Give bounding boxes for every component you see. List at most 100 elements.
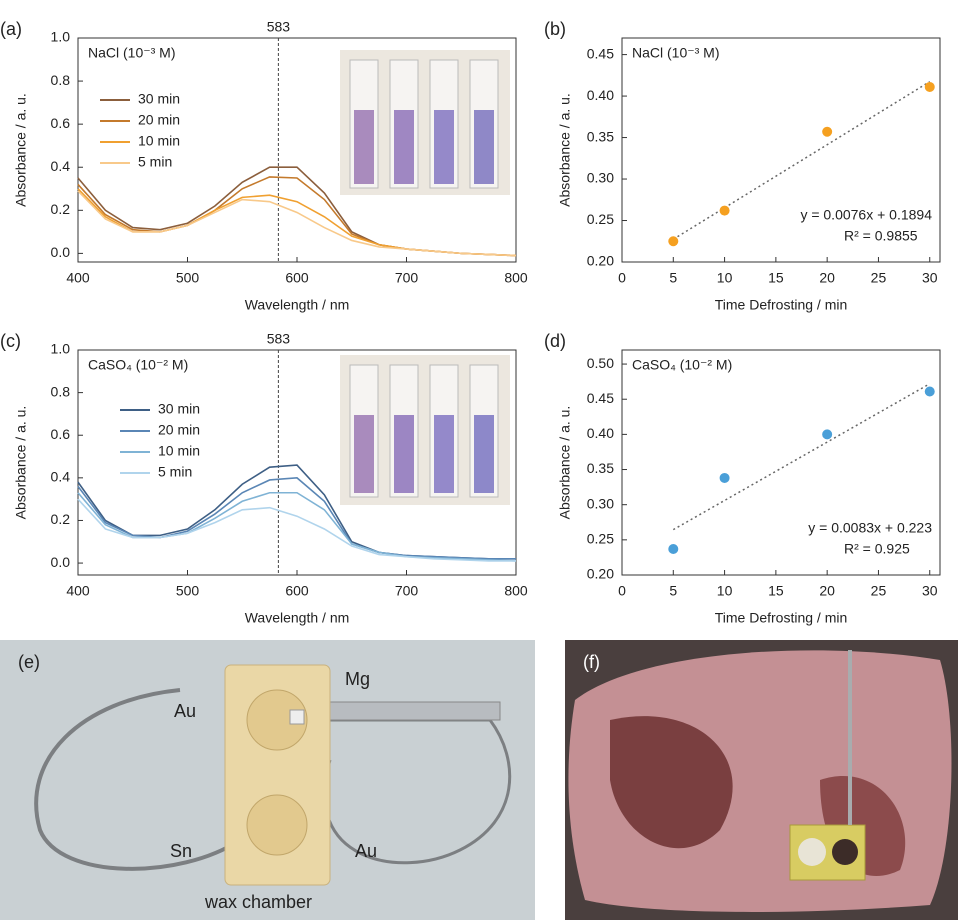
x-axis-label: Time Defrosting / min <box>715 610 848 626</box>
y-tick-label: 1.0 <box>51 341 71 357</box>
y-tick-label: 0.30 <box>587 170 614 186</box>
meat-photo: (f) <box>565 640 958 920</box>
legend-label: 5 min <box>158 464 192 480</box>
y-axis-label: Absorbance / a. u. <box>557 93 573 207</box>
y-tick-label: 0.2 <box>51 201 71 217</box>
y-tick-label: 0.45 <box>587 45 614 61</box>
y-tick-label: 0.35 <box>587 128 614 144</box>
x-axis-label: Wavelength / nm <box>245 610 350 626</box>
legend-label: 30 min <box>158 401 200 417</box>
point <box>719 472 730 483</box>
photo-label: Mg <box>345 669 370 689</box>
y-tick-label: 0.50 <box>587 355 614 371</box>
y-tick-label: 0.4 <box>51 469 71 485</box>
x-tick-label: 25 <box>871 583 887 599</box>
point <box>668 236 679 247</box>
y-tick-label: 0.40 <box>587 87 614 103</box>
fit-r2: R² = 0.9855 <box>844 228 918 244</box>
marker-label: 583 <box>267 331 291 347</box>
trendline <box>672 80 931 240</box>
chart-label: NaCl (10⁻³ M) <box>88 45 176 61</box>
x-tick-label: 0 <box>618 583 626 599</box>
chart-label: CaSO₄ (10⁻² M) <box>632 357 732 373</box>
photo-label: Sn <box>170 841 192 861</box>
point <box>822 126 833 137</box>
panel-label: (f) <box>583 652 600 672</box>
y-tick-label: 0.0 <box>51 554 71 570</box>
y-tick-label: 0.20 <box>587 253 614 269</box>
x-tick-label: 400 <box>66 583 90 599</box>
y-tick-label: 0.20 <box>587 566 614 582</box>
y-axis-label: Absorbance / a. u. <box>13 406 29 520</box>
y-axis-label: Absorbance / a. u. <box>557 406 573 520</box>
legend-label: 10 min <box>158 443 200 459</box>
y-tick-label: 0.0 <box>51 244 71 260</box>
photo-label: Au <box>355 841 377 861</box>
panel-label: (a) <box>0 19 22 39</box>
x-tick-label: 800 <box>504 583 528 599</box>
y-tick-label: 0.6 <box>51 426 71 442</box>
x-tick-label: 0 <box>618 270 626 286</box>
x-tick-label: 800 <box>504 270 528 286</box>
point <box>924 386 935 397</box>
cuvette-photo <box>340 50 510 195</box>
photo-label: wax chamber <box>204 892 312 912</box>
x-tick-label: 30 <box>922 583 938 599</box>
series-line <box>77 190 517 257</box>
photo-label: Au <box>174 701 196 721</box>
legend-label: 20 min <box>138 112 180 128</box>
point <box>924 81 935 92</box>
x-tick-label: 10 <box>717 270 733 286</box>
y-tick-label: 0.2 <box>51 511 71 527</box>
cuvette-photo <box>340 355 510 505</box>
point <box>719 205 730 216</box>
panel-label: (d) <box>544 331 566 351</box>
x-tick-label: 500 <box>176 270 200 286</box>
y-tick-label: 0.30 <box>587 495 614 511</box>
legend-label: 30 min <box>138 91 180 107</box>
y-tick-label: 0.45 <box>587 390 614 406</box>
legend-label: 10 min <box>138 133 180 149</box>
panel-label: (b) <box>544 19 566 39</box>
y-tick-label: 0.25 <box>587 531 614 547</box>
x-tick-label: 20 <box>819 583 835 599</box>
y-tick-label: 0.40 <box>587 425 614 441</box>
x-tick-label: 600 <box>285 270 309 286</box>
x-axis-label: Time Defrosting / min <box>715 297 848 313</box>
fit-equation: y = 0.0076x + 0.1894 <box>800 207 932 223</box>
plot-frame <box>621 37 941 263</box>
y-tick-label: 0.4 <box>51 158 71 174</box>
x-tick-label: 15 <box>768 270 784 286</box>
legend-label: 5 min <box>138 154 172 170</box>
trendline <box>672 383 931 531</box>
x-tick-label: 5 <box>669 583 677 599</box>
point <box>822 429 833 440</box>
x-tick-label: 20 <box>819 270 835 286</box>
plot-frame <box>621 349 941 576</box>
x-tick-label: 600 <box>285 583 309 599</box>
y-tick-label: 0.8 <box>51 72 71 88</box>
y-tick-label: 0.25 <box>587 211 614 227</box>
x-tick-label: 30 <box>922 270 938 286</box>
panel-label: (e) <box>18 652 40 672</box>
y-tick-label: 0.35 <box>587 460 614 476</box>
x-tick-label: 15 <box>768 583 784 599</box>
y-tick-label: 0.8 <box>51 383 71 399</box>
chart-label: CaSO₄ (10⁻² M) <box>88 357 188 373</box>
y-axis-label: Absorbance / a. u. <box>13 93 29 207</box>
legend-label: 20 min <box>158 422 200 438</box>
device-photo: Au Mg Sn Au wax chamber (e) <box>0 640 535 920</box>
x-tick-label: 500 <box>176 583 200 599</box>
y-tick-label: 0.6 <box>51 115 71 131</box>
marker-label: 583 <box>267 19 291 35</box>
chart-label: NaCl (10⁻³ M) <box>632 45 720 61</box>
series-line <box>77 498 516 562</box>
point <box>668 543 679 554</box>
x-tick-label: 400 <box>66 270 90 286</box>
x-tick-label: 700 <box>395 270 419 286</box>
x-tick-label: 25 <box>871 270 887 286</box>
series-line <box>77 188 517 257</box>
fit-r2: R² = 0.925 <box>844 541 910 557</box>
y-tick-label: 1.0 <box>51 29 71 45</box>
